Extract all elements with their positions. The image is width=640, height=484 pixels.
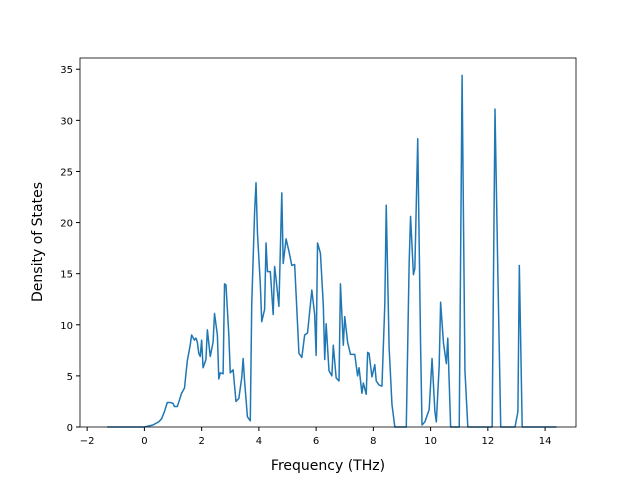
- x-tick-label: 12: [481, 436, 494, 447]
- y-tick-label: 10: [60, 321, 73, 332]
- x-tick-label: 2: [198, 436, 204, 447]
- x-tick-label: 10: [424, 436, 437, 447]
- x-tick-label: −2: [80, 436, 95, 447]
- y-axis-label: Density of States: [30, 182, 46, 302]
- y-tick-label: 5: [67, 372, 73, 383]
- x-tick-label: 8: [370, 436, 376, 447]
- y-tick-label: 35: [60, 65, 73, 76]
- x-tick-label: 14: [539, 436, 552, 447]
- x-tick-label: 4: [256, 436, 262, 447]
- y-tick-label: 0: [67, 423, 73, 434]
- y-tick-label: 15: [60, 270, 73, 281]
- y-tick-label: 25: [60, 167, 73, 178]
- y-tick-label: 20: [60, 219, 73, 230]
- line: [107, 74, 557, 428]
- y-tick-label: 30: [60, 116, 73, 127]
- plot-frame: [79, 57, 577, 428]
- x-tick-label: 0: [141, 436, 147, 447]
- x-axis-label: Frequency (THz): [271, 458, 385, 474]
- x-tick-label: 6: [313, 436, 319, 447]
